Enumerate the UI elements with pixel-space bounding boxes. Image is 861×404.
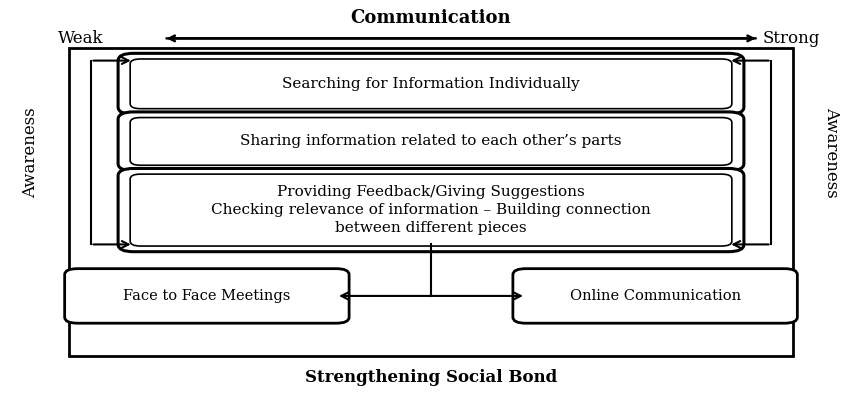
FancyBboxPatch shape bbox=[130, 59, 731, 109]
Text: Online Communication: Online Communication bbox=[569, 289, 740, 303]
FancyBboxPatch shape bbox=[130, 118, 731, 165]
Text: Strengthening Social Bond: Strengthening Social Bond bbox=[305, 369, 556, 386]
Text: Searching for Information Individually: Searching for Information Individually bbox=[282, 77, 579, 91]
Text: Face to Face Meetings: Face to Face Meetings bbox=[123, 289, 290, 303]
Text: between different pieces: between different pieces bbox=[335, 221, 526, 235]
Text: Awareness: Awareness bbox=[822, 107, 839, 198]
Text: Providing Feedback/Giving Suggestions: Providing Feedback/Giving Suggestions bbox=[276, 185, 585, 199]
Text: Sharing information related to each other’s parts: Sharing information related to each othe… bbox=[240, 135, 621, 148]
Text: Communication: Communication bbox=[350, 9, 511, 27]
FancyBboxPatch shape bbox=[512, 269, 796, 323]
FancyBboxPatch shape bbox=[118, 168, 743, 252]
Text: Checking relevance of information – Building connection: Checking relevance of information – Buil… bbox=[211, 203, 650, 217]
FancyBboxPatch shape bbox=[65, 269, 349, 323]
Text: Awareness: Awareness bbox=[22, 107, 39, 198]
Text: Weak: Weak bbox=[58, 30, 103, 47]
FancyBboxPatch shape bbox=[118, 53, 743, 114]
FancyBboxPatch shape bbox=[69, 48, 792, 356]
Text: Strong: Strong bbox=[762, 30, 820, 47]
FancyBboxPatch shape bbox=[118, 112, 743, 171]
FancyBboxPatch shape bbox=[130, 174, 731, 246]
